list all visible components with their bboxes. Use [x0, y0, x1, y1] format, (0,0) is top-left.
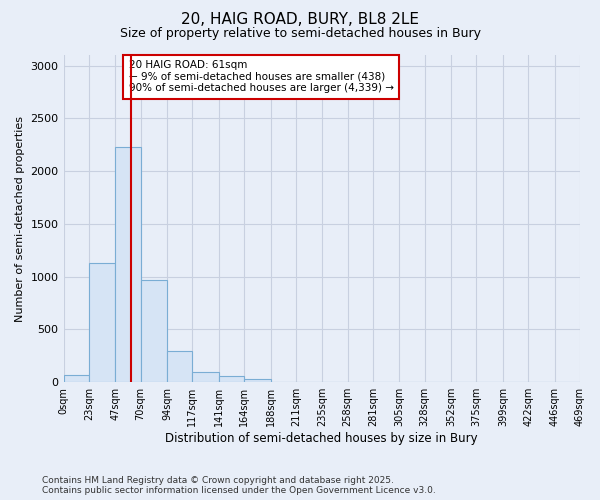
Bar: [89, 263, 115, 382]
Bar: [140, 280, 167, 382]
Bar: [115, 148, 140, 382]
X-axis label: Distribution of semi-detached houses by size in Bury: Distribution of semi-detached houses by …: [166, 432, 478, 445]
Bar: [244, 378, 271, 382]
Text: Size of property relative to semi-detached houses in Bury: Size of property relative to semi-detach…: [119, 28, 481, 40]
Bar: [64, 375, 89, 382]
Bar: [193, 372, 219, 382]
Text: 20 HAIG ROAD: 61sqm
← 9% of semi-detached houses are smaller (438)
90% of semi-d: 20 HAIG ROAD: 61sqm ← 9% of semi-detache…: [128, 60, 394, 94]
Text: Contains HM Land Registry data © Crown copyright and database right 2025.
Contai: Contains HM Land Registry data © Crown c…: [42, 476, 436, 495]
Text: 20, HAIG ROAD, BURY, BL8 2LE: 20, HAIG ROAD, BURY, BL8 2LE: [181, 12, 419, 28]
Bar: [219, 376, 244, 382]
Bar: [167, 350, 193, 382]
Y-axis label: Number of semi-detached properties: Number of semi-detached properties: [15, 116, 25, 322]
